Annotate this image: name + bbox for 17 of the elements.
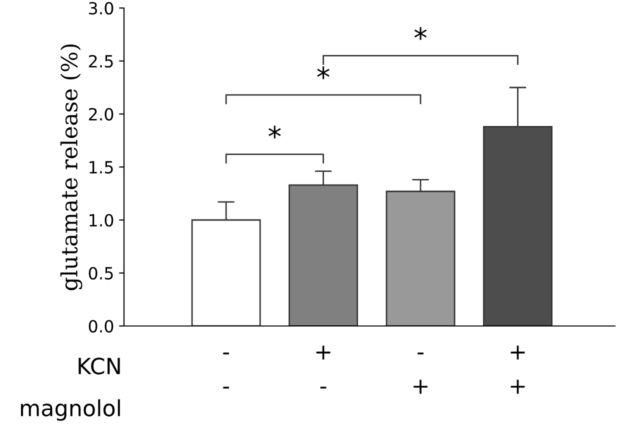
y-axis-title: glutamate release (%): [60, 44, 82, 290]
y-tick-label: 1.0: [90, 214, 114, 227]
y-tick-label: 0.5: [88, 266, 113, 280]
annotation: *: [268, 126, 281, 138]
text: KCN: [78, 358, 120, 374]
x-tick-label: - +: [414, 352, 428, 394]
annotation: *: [414, 27, 427, 40]
annotation: *: [317, 66, 330, 80]
y-tick-label: 3.0: [89, 2, 114, 15]
category-label: + -: [316, 346, 330, 389]
x-tick-label: + +: [510, 346, 525, 394]
y-tick-label: 0.0: [88, 320, 114, 333]
category-label: - -: [223, 352, 230, 389]
y-tick-label: 2.0: [88, 108, 114, 121]
y-tick-label: 2.5: [88, 54, 113, 68]
text: magnolol: [21, 399, 120, 421]
y-tick-label: 1.5: [90, 161, 113, 174]
